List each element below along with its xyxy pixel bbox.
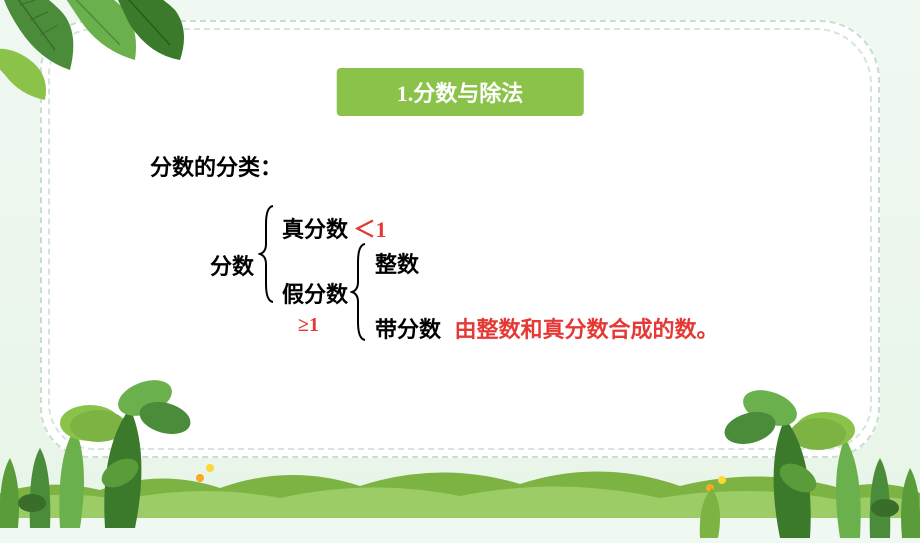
improper-fraction: 假分数 xyxy=(282,277,348,309)
proper-fraction: 真分数 ＜1 xyxy=(282,212,387,244)
mixed-number-label: 带分数 xyxy=(375,317,441,342)
proper-fraction-condition: ＜1 xyxy=(354,217,387,242)
integer-label: 整数 xyxy=(375,247,419,279)
brace-level1 xyxy=(258,204,278,304)
title-box: 1.分数与除法 xyxy=(337,68,584,116)
decoration-top-left xyxy=(0,0,220,170)
tree-root: 分数 xyxy=(210,249,254,281)
proper-fraction-label: 真分数 xyxy=(282,217,348,242)
title-text: 分数与除法 xyxy=(413,81,523,106)
decoration-bottom-left xyxy=(0,328,270,528)
title-number: 1. xyxy=(397,81,414,106)
improper-fraction-label: 假分数 xyxy=(282,282,348,307)
decoration-bottom-right xyxy=(660,338,920,538)
improper-fraction-condition: ≥1 xyxy=(298,314,319,337)
brace-level2 xyxy=(350,242,370,342)
